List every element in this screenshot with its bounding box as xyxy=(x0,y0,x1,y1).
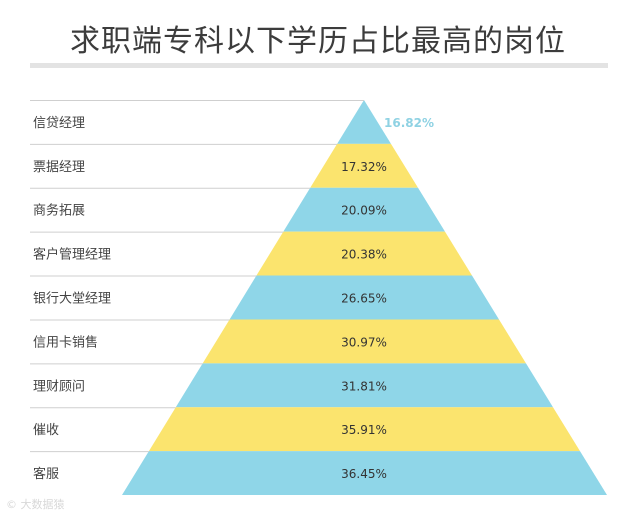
pyramid-segment xyxy=(337,100,391,144)
value-label: 36.45% xyxy=(341,467,387,481)
category-label: 银行大堂经理 xyxy=(33,292,111,307)
pyramid-segment xyxy=(256,231,472,276)
value-label: 20.38% xyxy=(341,248,387,262)
value-label: 35.91% xyxy=(341,423,387,437)
category-label: 客服 xyxy=(33,466,59,482)
category-label: 信用卡销售 xyxy=(33,334,98,350)
pyramid-segment xyxy=(202,319,526,364)
category-label: 催收 xyxy=(33,423,59,438)
category-label: 客户管理经理 xyxy=(33,247,111,263)
watermark-text: 大数据猿 xyxy=(20,498,65,511)
value-label: 17.32% xyxy=(341,160,387,174)
pyramid-segment xyxy=(310,143,418,188)
pyramid-segment xyxy=(122,451,607,495)
category-label: 商务拓展 xyxy=(33,203,85,219)
category-label: 票据经理 xyxy=(33,160,85,175)
pyramid-segment xyxy=(148,407,580,452)
watermark: © 大数据猿 xyxy=(6,496,65,512)
pyramid-segment xyxy=(175,363,553,408)
chart-title: 求职端专科以下学历占比最高的岗位 xyxy=(70,24,566,59)
value-label: 31.81% xyxy=(341,379,387,393)
category-label: 信贷经理 xyxy=(33,116,85,131)
watermark-logo-icon: © xyxy=(6,498,17,511)
category-label: 理财顾问 xyxy=(33,379,85,394)
value-label: 16.82% xyxy=(384,116,434,130)
value-label: 30.97% xyxy=(341,335,387,349)
title-underline xyxy=(30,63,608,68)
pyramid-segment xyxy=(283,187,445,232)
pyramid-segment xyxy=(229,275,500,320)
value-label: 20.09% xyxy=(341,204,387,218)
pyramid-rows: 信贷经理 16.82% 票据经理 17.32% 商务拓展 20.09% 客户管理经理 20.3… xyxy=(30,100,607,495)
value-label: 26.65% xyxy=(341,292,387,306)
